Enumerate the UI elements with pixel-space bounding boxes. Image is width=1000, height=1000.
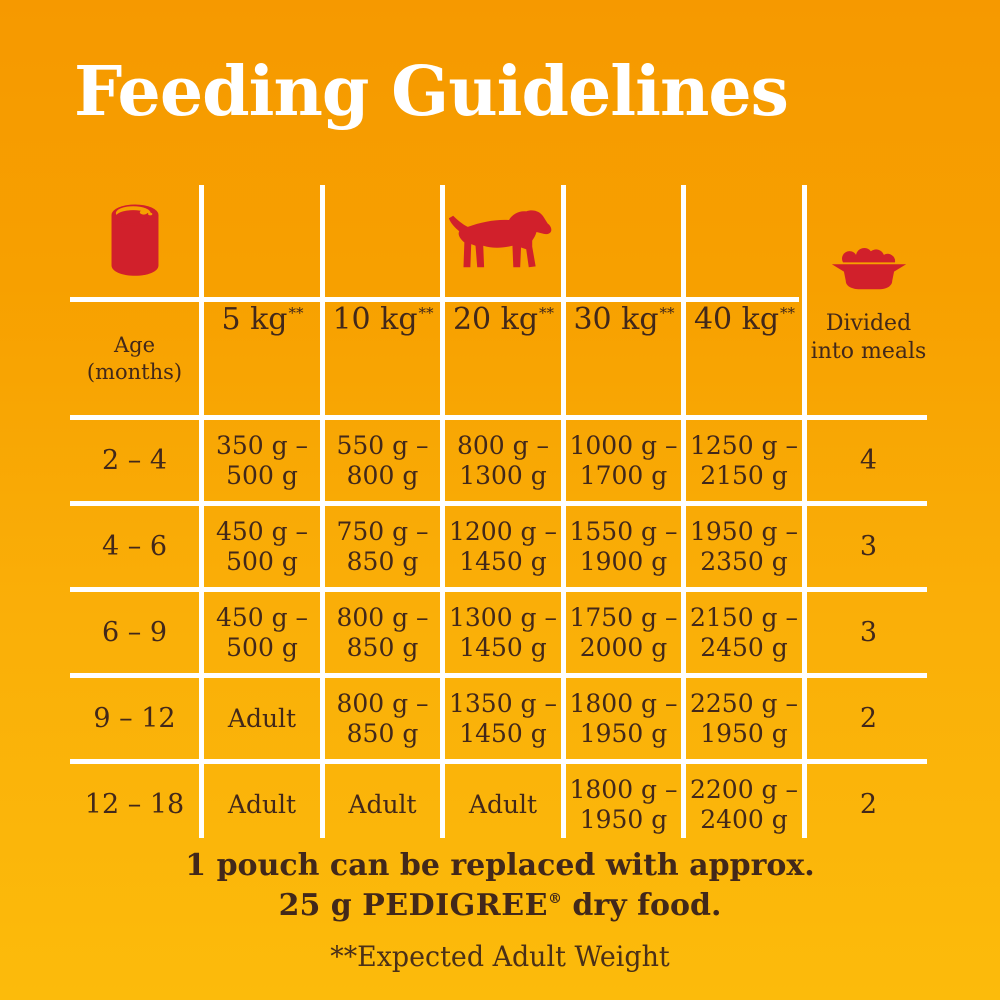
footer-notes: 1 pouch can be replaced with approx. 25 …: [0, 846, 1000, 973]
col-header-10kg: 10 kg **: [332, 302, 434, 337]
col-header-divided-into-meals: Divided into meals: [810, 311, 927, 364]
meals-cell: 4: [859, 445, 878, 476]
col-header-5kg: 5 kg **: [221, 302, 304, 337]
col-header-40kg: 40 kg **: [693, 302, 796, 337]
amount-cell: Adult: [348, 789, 417, 819]
col-header-age: Age (months): [70, 302, 199, 415]
age-cell: 2 – 4: [101, 445, 168, 476]
table-gridline: [320, 185, 325, 838]
expected-adult-weight-note: **Expected Adult Weight: [330, 939, 670, 973]
amount-cell: 1200 g – 1450 g: [448, 517, 558, 576]
amount-cell: 750 g – 850 g: [336, 517, 429, 576]
age-cell: 12 – 18: [84, 789, 185, 820]
table-gridline: [70, 501, 927, 506]
amount-cell: Adult: [468, 789, 538, 819]
table-gridline: [70, 297, 799, 302]
amount-cell: 800 g – 1300 g: [456, 431, 550, 490]
amount-cell: 550 g – 800 g: [336, 431, 429, 490]
page-title: Feeding Guidelines: [74, 52, 789, 132]
table-gridline: [70, 759, 927, 764]
age-cell: 6 – 9: [101, 617, 168, 648]
amount-cell: 1950 g – 2350 g: [689, 517, 799, 576]
pouch-replacement-note-line2: 25 g PEDIGREE® dry food.: [278, 887, 722, 923]
feeding-table: Age (months) 5 kg ** 10 kg ** 20 kg ** 30 k…: [70, 185, 930, 845]
food-bowl-icon: [807, 185, 930, 297]
amount-cell: Adult: [227, 703, 297, 733]
table-gridline: [561, 185, 566, 838]
meals-cell: 3: [859, 531, 878, 562]
meals-cell: 2: [859, 703, 878, 734]
amount-cell: 1300 g – 1450 g: [448, 603, 558, 662]
table-gridline: [199, 185, 204, 838]
col-header-20kg: 20 kg **: [452, 302, 555, 337]
meals-cell: 3: [859, 617, 878, 648]
amount-cell: 1550 g – 1900 g: [569, 517, 678, 576]
table-gridline: [802, 185, 807, 838]
age-cell: 4 – 6: [101, 531, 168, 562]
dog-food-can-icon: [70, 185, 199, 297]
amount-cell: 2250 g – 1950 g: [689, 689, 799, 748]
age-sublabel: (months): [86, 359, 183, 384]
amount-cell: 1000 g – 1700 g: [569, 431, 678, 490]
amount-cell: 2150 g – 2450 g: [689, 603, 799, 662]
col-header-30kg: 30 kg **: [573, 302, 675, 337]
age-cell: 9 – 12: [93, 703, 176, 734]
registered-mark: ®: [547, 890, 562, 907]
meals-cell: 2: [859, 789, 878, 820]
table-gridline: [440, 185, 445, 838]
brand-name: PEDIGREE: [362, 887, 548, 923]
amount-cell: 800 g – 850 g: [336, 603, 429, 662]
pouch-replacement-note-line1: 1 pouch can be replaced with approx.: [185, 848, 815, 883]
table-gridline: [70, 673, 927, 678]
amount-cell: 1250 g – 2150 g: [689, 431, 799, 490]
amount-cell: 450 g – 500 g: [215, 603, 309, 662]
amount-cell: 1800 g – 1950 g: [569, 689, 678, 748]
amount-cell: 450 g – 500 g: [215, 517, 309, 576]
table-gridline: [681, 185, 686, 838]
amount-cell: Adult: [227, 789, 297, 819]
amount-cell: 350 g – 500 g: [215, 431, 309, 490]
amount-cell: 1350 g – 1450 g: [448, 689, 558, 748]
amount-cell: 1750 g – 2000 g: [569, 603, 678, 662]
table-gridline: [70, 587, 927, 592]
amount-cell: 800 g – 850 g: [336, 689, 429, 748]
table-gridline: [70, 415, 927, 420]
puppy-icon: [204, 185, 802, 297]
age-label: Age: [113, 333, 156, 358]
amount-cell: 2200 g – 2400 g: [689, 775, 799, 834]
amount-cell: 1800 g – 1950 g: [569, 775, 678, 834]
